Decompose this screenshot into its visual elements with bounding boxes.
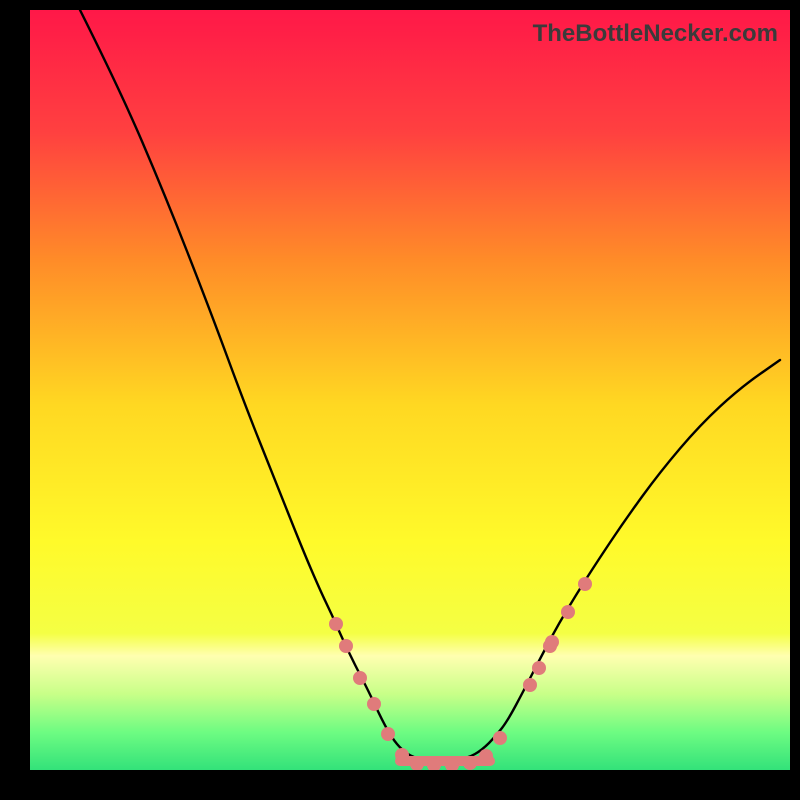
- data-point-marker: [410, 757, 424, 770]
- data-point-marker: [329, 617, 343, 631]
- data-point-marker: [445, 758, 459, 770]
- plot-area: TheBottleNecker.com: [30, 10, 790, 770]
- watermark-text: TheBottleNecker.com: [533, 20, 778, 48]
- data-point-marker: [578, 577, 592, 591]
- chart-stage: TheBottleNecker.com: [0, 0, 800, 800]
- bottleneck-curve: [80, 10, 780, 760]
- data-point-marker: [479, 749, 493, 763]
- data-point-marker: [339, 639, 353, 653]
- data-point-marker: [463, 756, 477, 770]
- data-point-marker: [427, 758, 441, 770]
- data-point-marker: [545, 635, 559, 649]
- data-point-marker: [353, 671, 367, 685]
- curve-layer: [30, 10, 790, 770]
- data-point-marker: [493, 731, 507, 745]
- data-point-marker: [561, 605, 575, 619]
- data-point-marker: [523, 678, 537, 692]
- data-point-marker: [381, 727, 395, 741]
- data-point-marker: [367, 697, 381, 711]
- data-point-marker: [532, 661, 546, 675]
- data-point-marker: [395, 748, 409, 762]
